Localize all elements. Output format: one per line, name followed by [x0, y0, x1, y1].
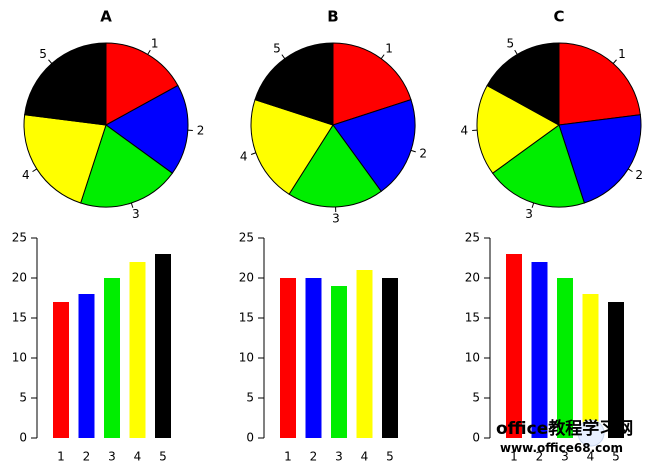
x-tick-label: 4 [361, 450, 369, 464]
pie-slice-label: 1 [151, 37, 159, 51]
pie-slice-label: 5 [273, 41, 281, 55]
pie-label-tick [32, 168, 38, 173]
y-tick-label: 10 [465, 351, 480, 365]
pie-chart-B: B 1 2 3 4 5 [240, 8, 427, 226]
bar-2 [531, 262, 548, 438]
bar-4 [582, 294, 599, 438]
pie-slice-4 [476, 84, 560, 174]
y-tick-label: 0 [472, 431, 480, 445]
bar-2 [78, 294, 95, 438]
pie-slice-3 [288, 124, 382, 208]
bar-5 [155, 254, 171, 438]
y-tick-label: 20 [239, 271, 254, 285]
bar-4 [356, 270, 373, 438]
x-tick-label: 4 [587, 450, 595, 464]
y-tick-label: 10 [239, 351, 254, 365]
pie-slice-1 [558, 42, 641, 126]
x-tick-label: 2 [536, 450, 544, 464]
pie-slice-label: 3 [132, 207, 140, 221]
pie-slice-label: 2 [635, 168, 643, 182]
y-tick-label: 10 [12, 351, 27, 365]
pie-slice-label: 1 [385, 41, 393, 55]
x-tick-label: 5 [159, 450, 167, 464]
pie-label-tick [410, 149, 416, 153]
watermark-url: www.office68.com [500, 441, 623, 455]
pie-slice-label: 5 [507, 37, 515, 51]
y-tick-label: 25 [12, 231, 27, 245]
x-tick-label: 2 [83, 450, 91, 464]
bar-2 [305, 278, 322, 438]
x-tick-label: 5 [386, 450, 394, 464]
pie-label-tick [250, 152, 257, 155]
bar-chart-1: 0 5 10 15 20 25 1 2 3 4 5 [12, 231, 171, 464]
y-tick-label: 5 [472, 391, 480, 405]
y-tick-label: 25 [239, 231, 254, 245]
x-tick-label: 2 [310, 450, 318, 464]
pie-slice-label: 3 [525, 207, 533, 221]
pie-slice-2 [332, 99, 416, 193]
watermark-brand: office教程学习网 [496, 418, 633, 439]
pie-slice-3 [80, 124, 174, 208]
pie-label-tick [130, 202, 134, 208]
y-tick-label: 20 [12, 271, 27, 285]
bar-3 [557, 278, 573, 438]
pie-slice-label: 1 [618, 47, 626, 61]
x-tick-label: 3 [561, 450, 569, 464]
x-tick-label: 1 [510, 450, 518, 464]
x-tick-label: 3 [335, 450, 343, 464]
bar-1 [53, 302, 69, 438]
pie-slice-label: 4 [22, 168, 30, 182]
bar-3 [104, 278, 120, 438]
y-tick-label: 25 [465, 231, 480, 245]
y-tick-label: 15 [465, 311, 480, 325]
bar-chart-3: 0 5 10 15 20 25 1 2 3 4 5 [465, 231, 624, 464]
pie-label-tick [531, 202, 535, 208]
bar-1 [280, 278, 296, 438]
pie-slice-label: 2 [197, 123, 205, 137]
bar-5 [608, 302, 624, 438]
pie-label-tick [627, 168, 633, 173]
x-tick-label: 1 [284, 450, 292, 464]
pie-label-tick [48, 59, 53, 64]
pie-title: A [100, 8, 112, 26]
x-tick-label: 4 [134, 450, 142, 464]
pie-chart-C: C 1 2 3 4 5 [461, 8, 643, 221]
pie-slice-label: 3 [332, 211, 340, 225]
pie-label-tick [514, 49, 518, 55]
pie-title: B [327, 8, 338, 26]
bar-4 [129, 262, 146, 438]
y-tick-label: 5 [246, 391, 254, 405]
y-tick-label: 0 [19, 431, 27, 445]
pie-slice-2 [105, 84, 189, 174]
watermark-logo: office教程学习网 www.office68.com [496, 418, 633, 455]
pie-slice-label: 4 [240, 149, 248, 163]
pie-title: C [553, 8, 564, 26]
bar-1 [506, 254, 522, 438]
pie-label-tick [380, 54, 385, 59]
y-tick-label: 15 [239, 311, 254, 325]
pie-slice-label: 4 [461, 123, 469, 137]
x-tick-label: 5 [612, 450, 620, 464]
pie-slice-5 [24, 42, 107, 126]
pie-slice-4 [250, 99, 334, 195]
pie-chart-A: A 1 2 3 4 5 [22, 8, 204, 221]
pie-label-tick [612, 59, 617, 64]
bar-chart-2: 0 5 10 15 20 25 1 2 3 4 5 [239, 231, 398, 464]
x-tick-label: 1 [57, 450, 65, 464]
pie-label-tick [147, 49, 151, 55]
bar-5 [382, 278, 398, 438]
pie-slice-3 [491, 124, 585, 208]
pie-slice-label: 2 [419, 147, 427, 161]
pie-slice-label: 5 [39, 47, 47, 61]
x-tick-label: 3 [108, 450, 116, 464]
y-tick-label: 15 [12, 311, 27, 325]
bar-3 [331, 286, 347, 438]
y-tick-label: 20 [465, 271, 480, 285]
y-tick-label: 0 [246, 431, 254, 445]
y-tick-label: 5 [19, 391, 27, 405]
pie-label-tick [281, 54, 286, 59]
